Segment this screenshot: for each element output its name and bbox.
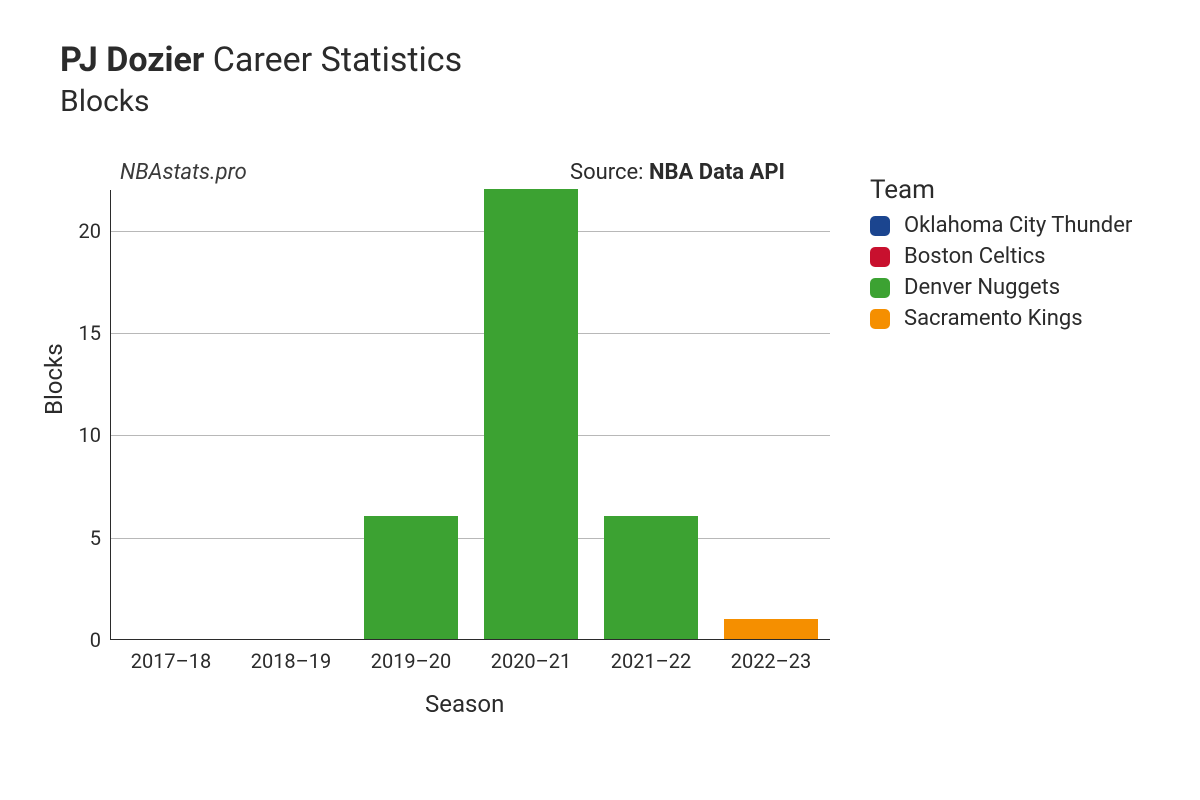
source-label: Source: [570,160,649,185]
y-tick-label: 0 [90,628,101,652]
y-tick-label: 5 [90,526,101,550]
legend-title: Team [870,175,1132,205]
gridline [111,538,830,539]
gridline [111,231,830,232]
plot-area: 051015202017–182018–192019–202020–212021… [110,190,830,640]
y-tick-label: 20 [79,219,101,243]
x-axis-label: Season [425,690,504,718]
watermark: NBAstats.pro [120,160,247,185]
legend-item: Boston Celtics [870,244,1132,269]
legend: Team Oklahoma City Thunder Boston Celtics… [870,175,1132,337]
y-axis-label: Blocks [40,343,68,415]
x-tick-label: 2017–18 [131,649,212,673]
legend-swatch [870,247,890,267]
x-tick-label: 2020–21 [491,649,572,673]
legend-swatch [870,278,890,298]
y-tick-label: 10 [79,423,101,447]
legend-label: Boston Celtics [904,244,1046,269]
bar [364,516,458,639]
y-tick-label: 15 [79,321,101,345]
bar [604,516,698,639]
gridline [111,435,830,436]
source-attribution: Source: NBA Data API [570,160,785,185]
legend-item: Oklahoma City Thunder [870,213,1132,238]
x-tick-label: 2018–19 [251,649,332,673]
x-tick-label: 2019–20 [371,649,452,673]
title-subtitle: Blocks [60,84,462,119]
source-value: NBA Data API [649,160,785,185]
legend-swatch [870,216,890,236]
x-tick-label: 2022–23 [731,649,812,673]
legend-label: Denver Nuggets [904,275,1060,300]
legend-swatch [870,309,890,329]
gridline [111,333,830,334]
legend-label: Oklahoma City Thunder [904,213,1132,238]
bar [724,619,818,639]
x-tick-label: 2021–22 [611,649,692,673]
title-rest: Career Statistics [213,40,462,80]
bar [484,189,578,639]
legend-item: Sacramento Kings [870,306,1132,331]
legend-label: Sacramento Kings [904,306,1083,331]
title-player: PJ Dozier [60,40,204,80]
legend-item: Denver Nuggets [870,275,1132,300]
chart-title: PJ Dozier Career Statistics Blocks [60,40,462,119]
